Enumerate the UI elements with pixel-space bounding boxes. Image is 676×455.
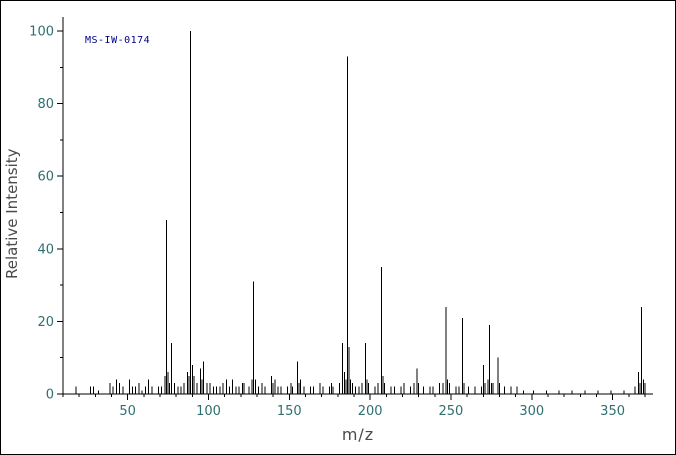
- y-axis-title: Relative Intensity: [3, 148, 21, 279]
- spectrum-id-label: MS-IW-0174: [85, 35, 151, 46]
- x-tick-label: 150: [277, 404, 302, 419]
- y-tick-label: 100: [29, 25, 54, 40]
- y-tick-label: 0: [46, 388, 54, 403]
- x-tick-label: 100: [196, 404, 221, 419]
- x-tick-label: 200: [358, 404, 383, 419]
- x-tick-label: 300: [519, 404, 544, 419]
- y-tick-label: 20: [37, 315, 54, 330]
- x-axis-title: m/z: [341, 425, 375, 444]
- y-tick-label: 40: [37, 242, 54, 257]
- y-tick-label: 80: [37, 97, 54, 112]
- x-tick-label: 250: [439, 404, 464, 419]
- y-tick-label: 60: [37, 170, 54, 185]
- x-tick-label: 350: [600, 404, 625, 419]
- x-tick-label: 50: [119, 404, 136, 419]
